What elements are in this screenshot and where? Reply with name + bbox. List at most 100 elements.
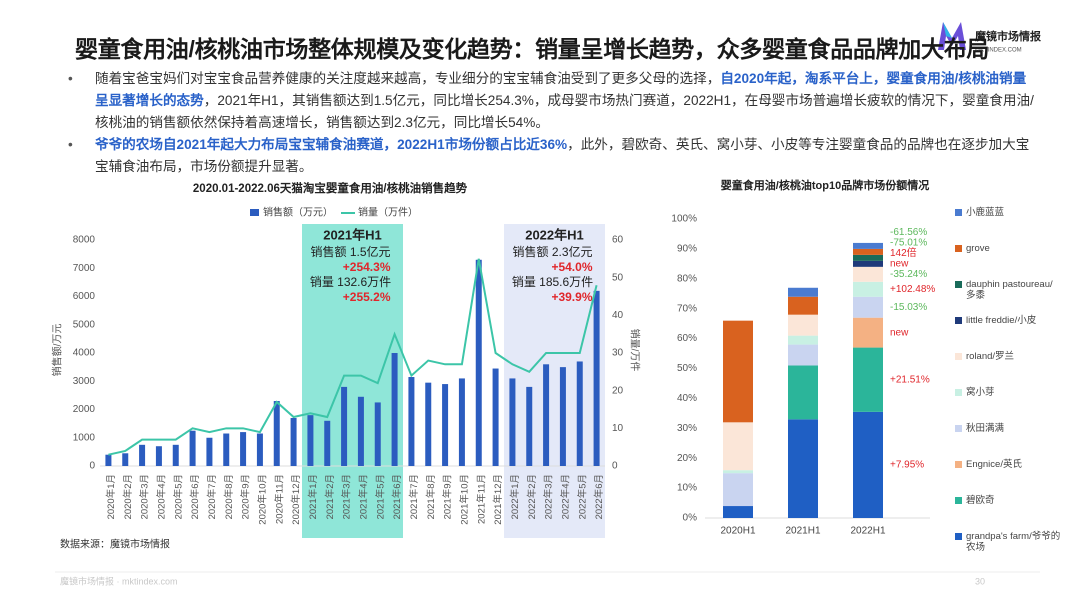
change-label: -15.03% [890,302,927,313]
bar [240,432,247,466]
y2-tick-label: 50 [612,272,624,283]
highlight-band [302,224,403,538]
change-label: +7.95% [890,460,924,471]
legend-item: grandpa's farm/爷爷的农场 [955,531,1061,553]
trend-chart: 2021年H1 销售额 1.5亿元+254.3%销量 132.6万件+255.2%… [51,181,641,538]
bar [105,454,112,466]
x-tick-label: 2022年4月 [559,474,571,519]
share-chart: 婴童食用油/核桃油top10品牌市场份额情况 0% 10% 20% 30% 40% 50% 6… [671,178,935,537]
change-label: +21.51% [890,374,930,385]
legend-label: 小鹿蓝蓝 [966,207,1005,218]
bar-segment [853,281,883,297]
legend-label: dauphin pastoureau/多黍 [966,279,1053,301]
x-tick-label: 2021年4月 [357,474,369,519]
highlight-change: +39.9% [551,290,592,304]
y-tick-label: 30% [677,423,697,434]
bar [593,290,600,466]
x-tick-label: 2022H1 [850,526,885,537]
logo-icon [938,22,966,50]
y-tick-label: 5000 [73,319,96,330]
bar-segment [853,317,883,348]
bar [290,417,297,466]
change-label: -35.24% [890,269,927,280]
slide-title: 婴童食用油/核桃油市场整体规模及变化趋势：销量呈增长趋势，众多婴童食品品牌加大布… [75,36,990,62]
y-tick-label: 0 [89,461,95,472]
x-tick-label: 2021H1 [785,526,820,537]
change-label: -75.01% [890,237,927,248]
bar [425,382,432,466]
x-tick-label: 2020年4月 [155,474,167,519]
logo-url: MKTINDEX.COM [975,48,1022,54]
x-tick-label: 2021年3月 [341,474,353,519]
bar [341,386,348,466]
legend-swatch [955,389,962,396]
change-label: 142倍 [890,246,917,259]
change-label: new [890,327,909,338]
x-tick-label: 2022年2月 [526,474,538,519]
highlight-text: 爷爷的农场自2021年起大力布局宝宝辅食油赛道，2022H1市场份额占比近36% [95,137,568,152]
bullet-list: 随着宝爸宝妈们对宝宝食品营养健康的关注度越来越高，专业细分的宝宝辅食油受到了更多… [62,68,1037,178]
highlight-label: 销售额 1.5亿元 [310,244,390,259]
bar-segment [853,296,883,318]
y2-tick-label: 30 [612,348,624,359]
body-text: 随着宝爸宝妈们对宝宝食品营养健康的关注度越来越高，专业细分的宝宝辅食油受到了更多… [95,71,721,86]
highlight-label: 销量 185.6万件 [512,275,593,289]
x-tick-label: 2020年11月 [273,474,285,524]
bar [543,364,550,466]
y2-tick-label: 0 [612,461,618,472]
bar [559,367,566,466]
change-label: -61.56% [890,227,927,238]
y-tick-label: 2000 [73,404,96,415]
legend-label: Engnice/英氏 [966,459,1022,470]
x-tick-label: 2021年1月 [307,474,319,519]
x-tick-label: 2020年10月 [256,474,268,525]
legend-swatch [955,281,962,288]
y2-tick-label: 60 [612,235,624,246]
legend-item: 碧欧奇 [955,495,1061,506]
bar-segment [853,266,883,282]
x-tick-label: 2020年5月 [172,474,184,519]
bar [307,415,314,466]
bar-segment [788,287,818,297]
x-tick-label: 2021年2月 [324,474,336,519]
footer-text: 魔镜市场情报 · mktindex.com [60,575,178,586]
source: 数据来源：魔镜市场情报 [60,538,170,551]
y2-axis-label: 销量/万件 [628,329,641,372]
x-tick-label: 2020年3月 [139,474,151,519]
bar-segment [853,260,883,267]
y-tick-label: 90% [677,244,697,255]
bar [576,361,583,466]
x-tick-label: 2022年3月 [543,474,555,519]
bar-segment [853,242,883,249]
legend-item: grove [955,243,1061,254]
x-tick-label: 2021年6月 [391,474,403,519]
y-tick-label: 50% [677,363,697,374]
y2-tick-label: 20 [612,385,624,396]
bar [357,396,364,466]
logo-name: 魔镜市场情报 [975,29,1042,43]
legend-label: little freddie/小皮 [966,315,1037,326]
bar [391,353,398,466]
bar-segment [788,335,818,345]
legend-label: grove [966,243,990,254]
legend-label: 碧欧奇 [966,495,995,506]
x-tick-label: 2022年1月 [509,474,521,519]
legend-item: 小鹿蓝蓝 [955,207,1061,218]
bar-segment [723,473,753,507]
highlight-title: 2021年H1 [323,227,382,242]
bar [458,378,465,466]
y-tick-label: 4000 [73,348,96,359]
x-tick-label: 2021年8月 [425,474,437,519]
bar [273,401,280,466]
change-label: +102.48% [890,284,935,295]
legend-label: 销售额（万元） [263,206,333,219]
bar-segment [853,347,883,412]
y-tick-label: 20% [677,453,697,464]
x-tick-label: 2022年6月 [593,474,605,519]
y-axis-label: 销售额/万元 [51,324,64,377]
legend-swatch [955,497,962,504]
bar-segment [723,470,753,474]
x-tick-label: 2020年8月 [223,474,235,519]
